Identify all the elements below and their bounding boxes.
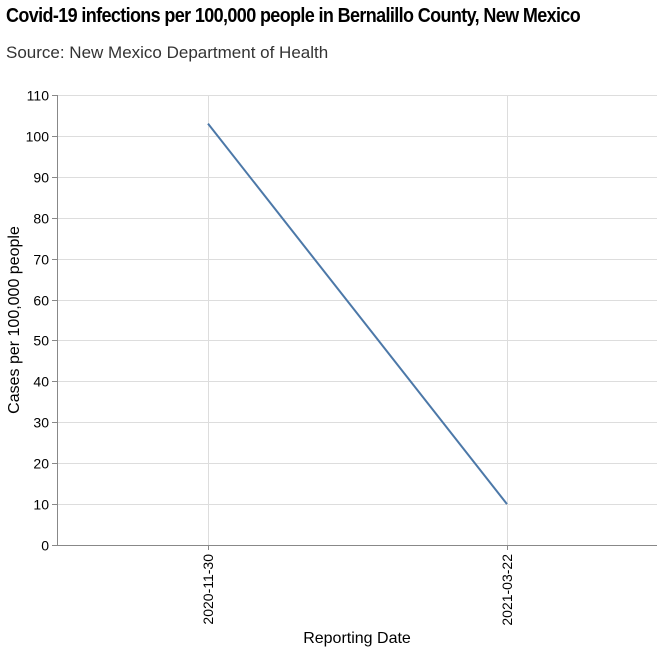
y-tick-label: 90	[33, 170, 49, 186]
y-tick-label: 110	[27, 88, 50, 104]
y-axis-title: Cases per 100,000 people	[6, 226, 23, 414]
y-gridlines	[57, 95, 657, 505]
series-lines	[207, 123, 508, 505]
y-axis-ticks: 0 10 20 30 40 50 60 70 80 90 100 110	[26, 88, 57, 554]
y-tick-label: 60	[33, 293, 49, 309]
y-tick-label: 0	[41, 538, 49, 554]
y-tick-label: 10	[33, 497, 49, 513]
chart-title: Covid-19 infections per 100,000 people i…	[6, 5, 581, 27]
x-axis-title: Reporting Date	[303, 630, 411, 647]
chart-subtitle: Source: New Mexico Department of Health	[6, 43, 329, 62]
y-tick-label: 20	[33, 456, 49, 472]
y-tick-label: 80	[33, 211, 49, 227]
x-tick-label: 2020-11-30	[200, 554, 216, 625]
series-line	[207, 123, 508, 505]
y-tick-label: 30	[33, 415, 49, 431]
y-tick-label: 100	[26, 129, 50, 145]
y-tick-label: 50	[33, 333, 49, 349]
x-tick-label: 2021-03-22	[499, 554, 515, 626]
y-tick-label: 40	[33, 374, 49, 390]
x-gridlines	[208, 95, 508, 545]
x-axis-ticks: 2020-11-30 2021-03-22	[200, 545, 515, 626]
y-tick-label: 70	[33, 252, 49, 268]
